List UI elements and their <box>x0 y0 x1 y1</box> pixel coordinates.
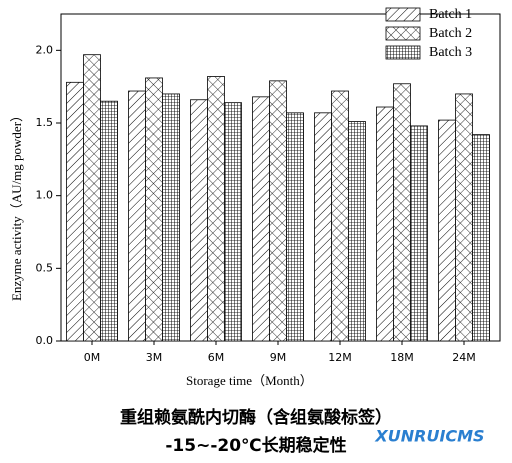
y-tick-label: 0.5 <box>36 261 54 274</box>
x-tick-label: 6M <box>208 351 225 364</box>
bar <box>66 81 84 342</box>
legend-swatch <box>385 7 421 22</box>
bar <box>314 112 332 342</box>
bar <box>376 106 394 342</box>
y-tick-label: 2.0 <box>36 43 54 56</box>
y-tick-label: 1.5 <box>36 116 54 129</box>
bar <box>128 90 146 342</box>
x-tick-label: 3M <box>146 351 163 364</box>
bar <box>224 102 242 342</box>
x-tick-label: 18M <box>390 351 414 364</box>
x-axis-label: Storage time（Month） <box>186 373 313 388</box>
x-tick-label: 0M <box>84 351 101 364</box>
bar <box>348 121 366 342</box>
x-tick-label: 12M <box>328 351 352 364</box>
bar <box>455 93 473 342</box>
legend-swatch <box>385 26 421 41</box>
legend-label: Batch 2 <box>429 26 472 41</box>
bar <box>83 54 101 342</box>
bar <box>252 96 270 342</box>
caption: 重组赖氨酰内切酶（含组氨酸标签） <box>120 407 392 428</box>
x-tick-label: 24M <box>452 351 476 364</box>
bar <box>472 134 490 342</box>
watermark: XUNRUICMS <box>374 427 484 446</box>
bar <box>410 125 428 342</box>
bar <box>207 76 225 342</box>
legend-swatch <box>385 45 421 60</box>
bar <box>162 93 180 342</box>
bar <box>145 77 163 342</box>
bar <box>286 112 304 342</box>
bar <box>331 90 349 342</box>
bar <box>393 83 411 342</box>
bar <box>190 99 208 342</box>
bar <box>438 119 456 342</box>
caption: -15~-20℃长期稳定性 <box>165 435 346 456</box>
y-tick-label: 0.0 <box>36 334 54 347</box>
bar <box>269 80 287 342</box>
legend-label: Batch 3 <box>429 45 472 60</box>
y-tick-label: 1.0 <box>36 189 54 202</box>
legend-label: Batch 1 <box>429 7 472 22</box>
y-axis-label: Enzyme activity（AU/mg powder） <box>9 109 24 301</box>
bar <box>100 100 118 342</box>
x-tick-label: 9M <box>270 351 287 364</box>
